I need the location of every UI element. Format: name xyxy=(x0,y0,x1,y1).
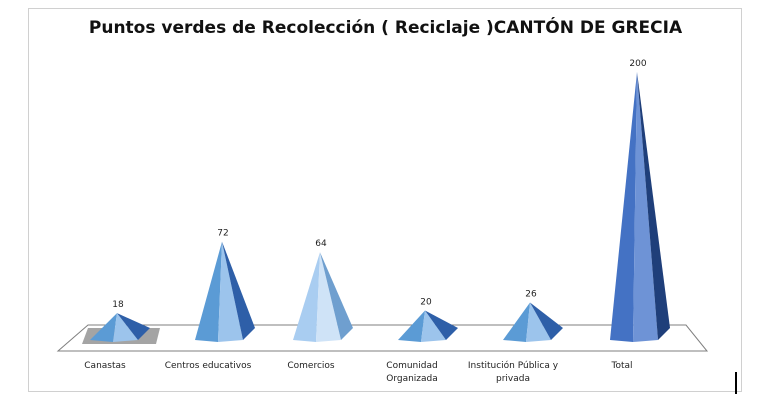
bar-2 xyxy=(195,241,255,342)
category-label: Comunidad Organizada xyxy=(386,361,438,384)
bar-face-front xyxy=(526,302,551,342)
bar-3 xyxy=(293,252,353,342)
bar-face-front xyxy=(633,72,658,342)
bar-face-right xyxy=(425,310,458,340)
bar-face-left xyxy=(293,252,320,342)
bar-face-left xyxy=(398,310,425,342)
bar-5 xyxy=(503,302,563,342)
data-label: 20 xyxy=(420,298,432,308)
bar-face-left xyxy=(195,241,222,342)
bar-4 xyxy=(398,310,458,342)
bar-face-right xyxy=(117,313,150,340)
bar-face-right xyxy=(320,252,353,340)
bar-face-right xyxy=(637,72,670,340)
category-label: Comercios xyxy=(287,361,335,371)
data-label: 72 xyxy=(217,229,228,239)
bar-face-right xyxy=(530,302,563,340)
bar-6 xyxy=(610,72,670,342)
corner-mark xyxy=(735,372,737,394)
category-label: Total xyxy=(610,361,632,371)
data-label: 26 xyxy=(525,290,537,300)
bar-face-left xyxy=(90,313,117,342)
bar-face-front xyxy=(218,241,243,342)
bar-face-front xyxy=(421,310,446,342)
bar-face-right xyxy=(222,241,255,340)
data-label: 200 xyxy=(629,59,646,69)
bar-face-left xyxy=(503,302,530,342)
category-label: Centros educativos xyxy=(165,361,252,371)
bar-face-front xyxy=(316,252,341,342)
category-label: Institución Pública y privada xyxy=(468,360,559,384)
category-label: Canastas xyxy=(84,361,126,371)
bar-face-left xyxy=(610,72,637,342)
bar-face-front xyxy=(113,313,138,342)
chart-title: Puntos verdes de Recolección ( Reciclaje… xyxy=(88,18,683,38)
data-label: 64 xyxy=(315,239,327,249)
data-label: 18 xyxy=(112,300,124,310)
bar-1 xyxy=(82,313,160,344)
